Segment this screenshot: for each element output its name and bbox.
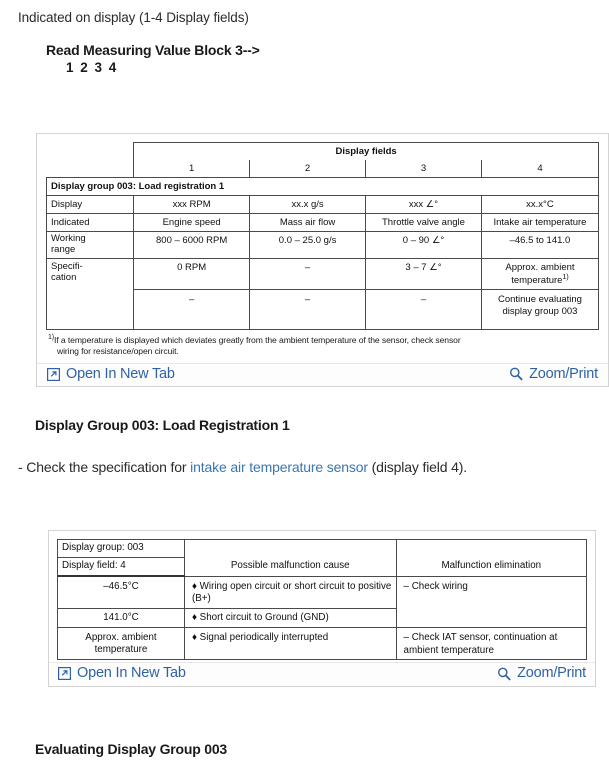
table-row: Specifi-cation 0 RPM – 3 – 7 ∠° Approx. … xyxy=(45,257,600,330)
cell-cause-2: ♦ Short circuit to Ground (GND) xyxy=(183,607,397,628)
table-row: – – – Continue evaluating display group … xyxy=(47,288,600,330)
spanning-header-display-fields: Display fields xyxy=(133,142,599,160)
field-number-1: 1 xyxy=(133,160,251,178)
table-row: Indicated Engine speed Mass air flow Thr… xyxy=(45,213,600,232)
cell-indicated-3: Throttle valve angle xyxy=(365,213,482,232)
bottom-heading: Evaluating Display Group 003 xyxy=(35,741,228,757)
figure-2-toolbar: Open In New Tab Zoom/Print xyxy=(49,662,595,686)
row-label-display: Display xyxy=(45,195,135,214)
table-row: –46.5°C ♦ Wiring open circuit or short c… xyxy=(57,575,588,628)
cell-specification-3: 3 – 7 ∠° xyxy=(365,257,482,290)
cell-display-3: xxx ∠° xyxy=(365,195,482,214)
table-footnote: 1)If a temperature is displayed which de… xyxy=(46,330,599,359)
open-in-new-tab-icon xyxy=(47,367,60,381)
footnote-line-1: If a temperature is displayed which devi… xyxy=(54,334,461,345)
specification-check-line: - Check the specification for intake air… xyxy=(18,459,467,475)
header-corner-cell xyxy=(47,143,134,178)
measuring-value-block-digits: 1 2 3 4 xyxy=(66,60,118,75)
col-header-malfunction-elimination: Malfunction elimination xyxy=(395,539,588,577)
figure-1-scan: Display fields 1 2 3 4 Display group 003… xyxy=(37,134,608,363)
corner-display-field: Display field: 4 xyxy=(57,557,185,577)
table-row-field-numbers: 1 2 3 4 xyxy=(47,160,600,178)
table-row-group: Display group 003: Load registration 1 xyxy=(46,177,599,196)
open-in-new-tab-label: Open In New Tab xyxy=(66,365,175,382)
cell-specification-4-text: Approx. ambient temperature xyxy=(505,261,575,286)
cell-display-2: xx.x g/s xyxy=(249,195,367,214)
field-number-4: 4 xyxy=(480,160,600,178)
cell-specification-2: – xyxy=(249,257,367,290)
cell-value-2: 141.0°C xyxy=(57,607,185,628)
zoom-print-link-1[interactable]: Zoom/Print xyxy=(509,367,598,382)
figure-container-2: Display group: 003 Possible malfunction … xyxy=(48,530,596,687)
section-heading: Display Group 003: Load Registration 1 xyxy=(35,417,290,433)
cell-last-4: Continue evaluating display group 003 xyxy=(480,288,600,330)
intake-air-temperature-sensor-link[interactable]: intake air temperature sensor xyxy=(190,459,368,475)
cell-last-1: – xyxy=(133,288,251,330)
cell-indicated-1: Engine speed xyxy=(133,213,251,232)
cell-working-range-4: –46.5 to 141.0 xyxy=(480,231,600,259)
cell-cause-1: ♦ Wiring open circuit or short circuit t… xyxy=(183,575,397,609)
row-label-working-range: Working range xyxy=(45,231,135,259)
row-label-indicated: Indicated xyxy=(45,213,135,232)
bullet-dash: - xyxy=(18,459,23,475)
figure-container-1: Display fields 1 2 3 4 Display group 003… xyxy=(36,133,609,388)
zoom-print-label: Zoom/Print xyxy=(529,365,598,382)
footnote-mark: 1) xyxy=(48,333,55,341)
footnote-line-2: wiring for resistance/open circuit. xyxy=(57,345,179,356)
display-group-row: Display group 003: Load registration 1 xyxy=(46,177,599,196)
cell-specification-1: 0 RPM xyxy=(133,257,251,290)
cell-elimination-3: – Check IAT sensor, continuation at ambi… xyxy=(395,626,588,661)
zoom-print-label: Zoom/Print xyxy=(517,665,586,682)
cell-elimination-1: – Check wiring xyxy=(395,575,588,628)
measuring-value-block-title: Read Measuring Value Block 3--> xyxy=(46,42,260,58)
magnifier-icon xyxy=(497,667,511,681)
field-number-2: 2 xyxy=(249,160,367,178)
display-fields-table: Display fields 1 2 3 4 Display group 003… xyxy=(45,142,600,330)
cell-cause-3: ♦ Signal periodically interrupted xyxy=(183,626,397,661)
cell-working-range-2: 0.0 – 25.0 g/s xyxy=(249,231,367,259)
open-in-new-tab-link-2[interactable]: Open In New Tab xyxy=(58,666,186,681)
figure-2-scan: Display group: 003 Possible malfunction … xyxy=(49,531,595,663)
cell-working-range-3: 0 – 90 ∠° xyxy=(365,231,482,259)
field-number-3: 3 xyxy=(365,160,482,178)
cell-specification-4: Approx. ambient temperature1) xyxy=(480,257,600,290)
table-row: Working range 800 – 6000 RPM 0.0 – 25.0 g… xyxy=(45,231,600,259)
cell-indicated-2: Mass air flow xyxy=(249,213,367,232)
malfunction-table: Display group: 003 Possible malfunction … xyxy=(57,539,588,661)
table-row: Display xxx RPM xx.x g/s xxx ∠° xx.x°C xyxy=(45,195,600,214)
table-row-corner-2: Display field: 4 xyxy=(57,557,587,577)
row-label-specification: Specifi-cation xyxy=(45,257,135,330)
open-in-new-tab-link-1[interactable]: Open In New Tab xyxy=(47,367,175,382)
figure-1-toolbar: Open In New Tab Zoom/Print xyxy=(37,362,608,387)
cell-value-3: Approx. ambient temperature xyxy=(57,626,185,661)
table-row: Approx. ambient temperature ♦ Signal per… xyxy=(57,626,588,661)
table-row-spanning-header: Display fields xyxy=(47,142,599,160)
open-in-new-tab-icon xyxy=(58,667,71,681)
magnifier-icon xyxy=(509,367,523,381)
cell-value-1: –46.5°C xyxy=(57,575,185,609)
bullet-text-pre: Check the specification for xyxy=(26,459,187,475)
cell-specification-4-footnote-mark: 1) xyxy=(562,273,569,281)
bullet-text-post: (display field 4). xyxy=(371,459,468,475)
cell-indicated-4: Intake air temperature xyxy=(480,213,600,232)
col-header-possible-cause: Possible malfunction cause xyxy=(183,539,397,577)
intro-line: Indicated on display (1-4 Display fields… xyxy=(18,10,249,25)
cell-display-4: xx.x°C xyxy=(480,195,600,214)
cell-display-1: xxx RPM xyxy=(133,195,251,214)
open-in-new-tab-label: Open In New Tab xyxy=(77,665,186,682)
corner-display-group: Display group: 003 xyxy=(57,539,185,558)
cell-last-3: – xyxy=(365,288,482,330)
table-row-corner-1: Display group: 003 Possible malfunction … xyxy=(57,539,588,577)
zoom-print-link-2[interactable]: Zoom/Print xyxy=(497,666,586,681)
cell-working-range-1: 800 – 6000 RPM xyxy=(133,231,251,259)
cell-last-2: – xyxy=(249,288,367,330)
